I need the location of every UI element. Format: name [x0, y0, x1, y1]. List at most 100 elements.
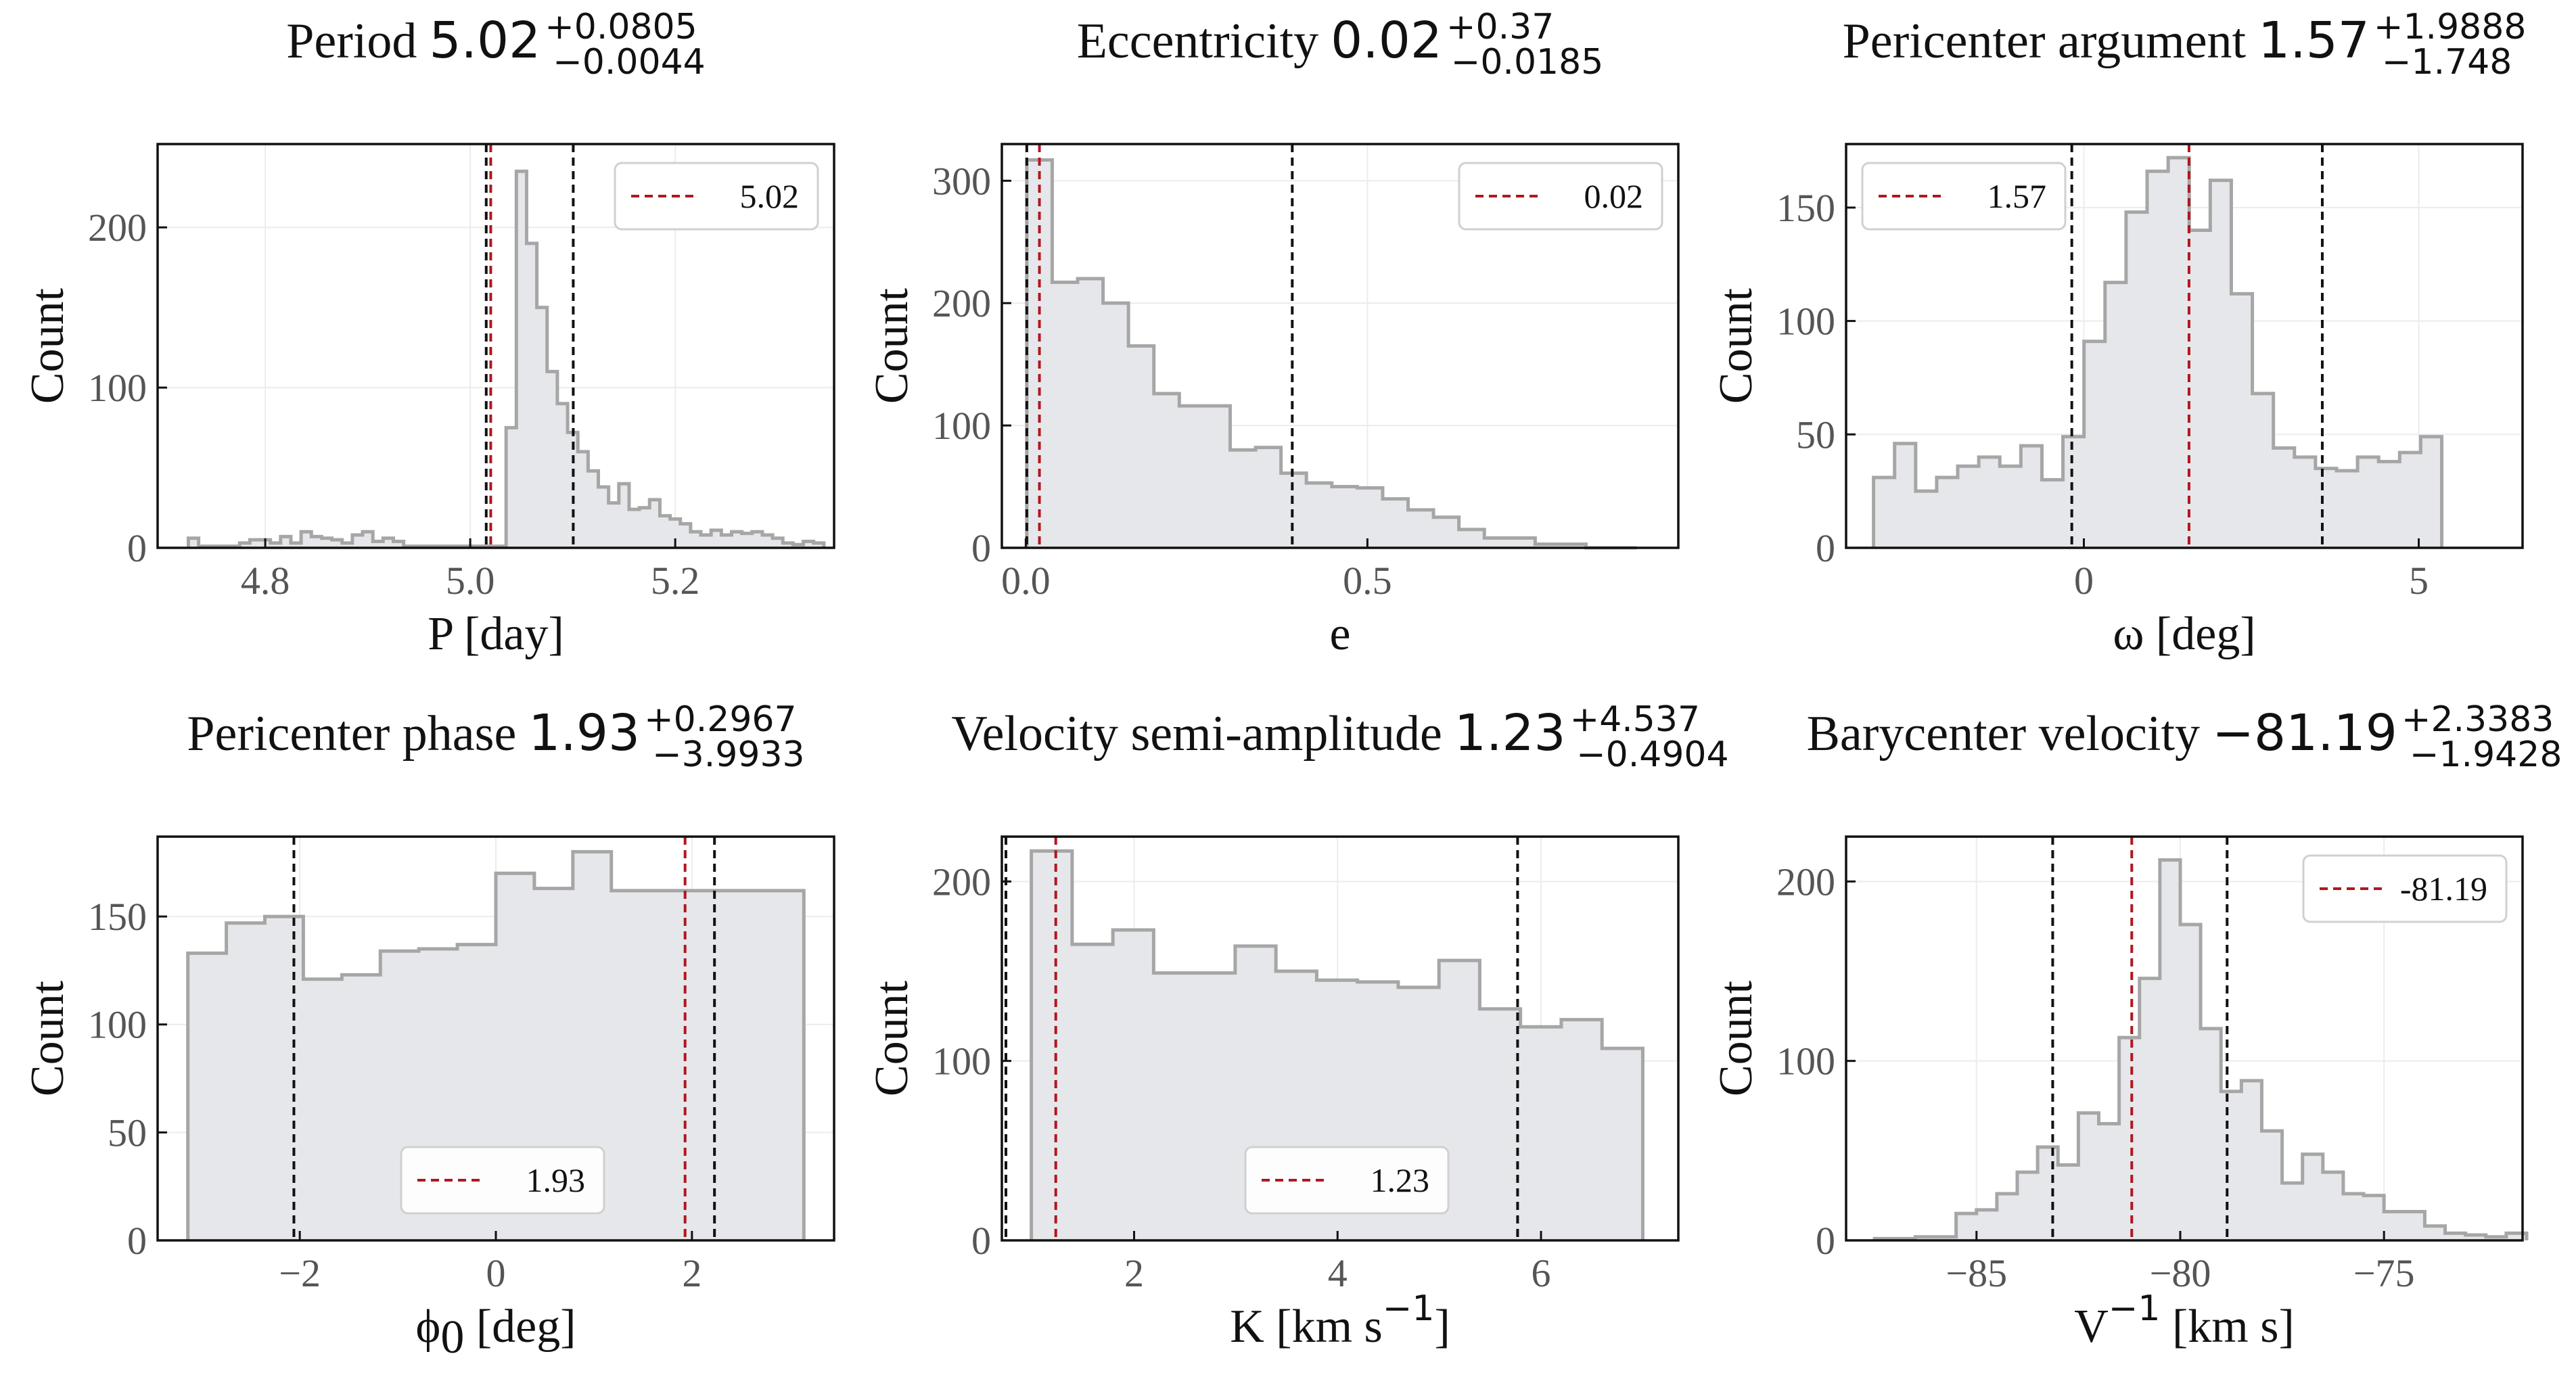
histogram-bar [1195, 973, 1235, 1240]
histogram-bar [588, 471, 598, 548]
histogram-bar [1205, 406, 1230, 548]
y-tick-label: 0 [1816, 526, 1835, 570]
histogram-bar [303, 979, 342, 1240]
histogram-bar [599, 487, 609, 548]
histogram-bar [1977, 1210, 1997, 1240]
histogram-bar [1078, 279, 1103, 548]
histogram-bar [1072, 944, 1113, 1240]
histogram-bar [1916, 491, 1937, 548]
histogram-fill [1031, 851, 1643, 1240]
histogram-bar [689, 891, 727, 1240]
panel-6: −85 −80 −75 0 100 200 Count V−1 [km s] Barycente… [1710, 699, 2562, 1353]
histogram-bar [2140, 979, 2160, 1240]
histogram-bar [1256, 448, 1281, 548]
y-tick-label: 200 [932, 860, 991, 904]
legend-box [614, 162, 819, 231]
histogram-bar [1956, 1213, 1977, 1240]
histogram-bar [2364, 1196, 2384, 1240]
x-axis-label: e [1329, 608, 1350, 660]
x-tick-label: 5 [2409, 559, 2429, 603]
y-tick-label: 0 [971, 526, 991, 570]
panel-1: 4.8 5.0 5.2 0 100 200 Count P [day] Period 5.02 +0… [22, 7, 835, 660]
histogram-bar [2231, 294, 2252, 548]
y-axis-label: Count [22, 287, 74, 404]
y-tick-label: 0 [1816, 1219, 1835, 1263]
histogram-bar [2424, 1226, 2445, 1240]
y-tick-label: 100 [932, 404, 991, 448]
histogram-bar [1154, 394, 1180, 548]
histogram-bar [2042, 480, 2063, 548]
x-axis-label: P [day] [428, 608, 564, 660]
histogram-edge [1872, 156, 2444, 548]
histogram-bar [188, 538, 198, 548]
panel-5: 2 4 6 0 100 200 Count K [km s−1] Velocity semi-a… [866, 699, 1729, 1353]
y-tick-label: 100 [88, 366, 147, 410]
panel-title: Barycenter velocity −81.19 +2.3383 −1.9428 [1807, 699, 2562, 775]
y-tick-label: 100 [1776, 1040, 1835, 1083]
histogram-bar [321, 538, 331, 548]
histogram-bar [2098, 1124, 2119, 1240]
histogram-bar [681, 523, 691, 548]
histogram-bar [639, 508, 649, 548]
histogram-bar [1103, 303, 1129, 548]
histogram-bar [250, 540, 260, 548]
histogram-bar [762, 535, 773, 548]
y-tick-label: 100 [932, 1040, 991, 1083]
y-axis-label: Count [866, 980, 918, 1096]
histogram-bar [526, 243, 536, 548]
histogram-bar [2404, 1212, 2424, 1240]
histogram-bar [2221, 1092, 2241, 1240]
legend: 1.23 [1244, 1146, 1450, 1215]
histogram-edge [1030, 849, 1644, 1240]
axes-frame [156, 143, 835, 549]
histogram-bar [2058, 1165, 2078, 1240]
x-axis-label: ω [deg] [2113, 608, 2255, 660]
x-axis-label: ϕ0 [deg] [415, 1301, 576, 1363]
legend-label: 1.57 [1987, 177, 2047, 215]
x-axis-label: V−1 [km s] [2074, 1288, 2295, 1353]
histogram-bar [265, 916, 304, 1240]
histogram-bar [227, 923, 265, 1240]
x-tick-label: −2 [279, 1251, 321, 1295]
y-tick-label: 150 [1776, 186, 1835, 230]
legend-box [1861, 162, 2067, 231]
histogram-bar [363, 532, 373, 548]
histogram-fill [187, 851, 804, 1240]
y-tick-label: 100 [88, 1003, 147, 1047]
histogram-bar [2038, 1147, 2058, 1240]
histogram-fill [1026, 160, 1637, 548]
histogram-bar [609, 503, 619, 548]
panel-4: −2 0 2 0 50 100 150 Count ϕ0 [deg] Pericenter pha… [22, 699, 835, 1363]
histogram-bar [1602, 1048, 1642, 1240]
y-tick-label: 0 [127, 1219, 147, 1263]
histogram-bar [2105, 283, 2126, 548]
x-tick-label: 0.0 [1001, 559, 1051, 603]
x-tick-label: −75 [2353, 1251, 2415, 1295]
histogram-bar [1052, 282, 1078, 548]
histogram-bar [1561, 1020, 1602, 1240]
histogram-bar [1281, 473, 1307, 548]
histogram-bar [727, 891, 765, 1240]
histogram-bar [2021, 446, 2042, 548]
y-tick-label: 0 [971, 1219, 991, 1263]
histogram-edge [186, 169, 826, 549]
histogram-bar [773, 538, 783, 548]
x-tick-label: 5.2 [651, 559, 700, 603]
histogram-bar [2261, 1131, 2282, 1240]
x-tick-label: 4 [1328, 1251, 1348, 1295]
y-tick-label: 200 [88, 206, 147, 250]
histogram-bar [650, 891, 689, 1240]
histogram-bar [1179, 406, 1205, 548]
histogram-bar [2343, 1194, 2364, 1240]
histogram-bar [1128, 346, 1154, 549]
histogram-bar [691, 532, 701, 548]
histogram-bar [1433, 517, 1459, 548]
legend-label: 0.02 [1584, 177, 1644, 215]
histogram-bar [742, 534, 752, 548]
histogram-bar [281, 536, 291, 548]
histogram-bar [2210, 181, 2231, 548]
histogram-bar [619, 484, 629, 548]
histogram-bar [557, 404, 568, 548]
histogram-bar [2189, 230, 2210, 548]
